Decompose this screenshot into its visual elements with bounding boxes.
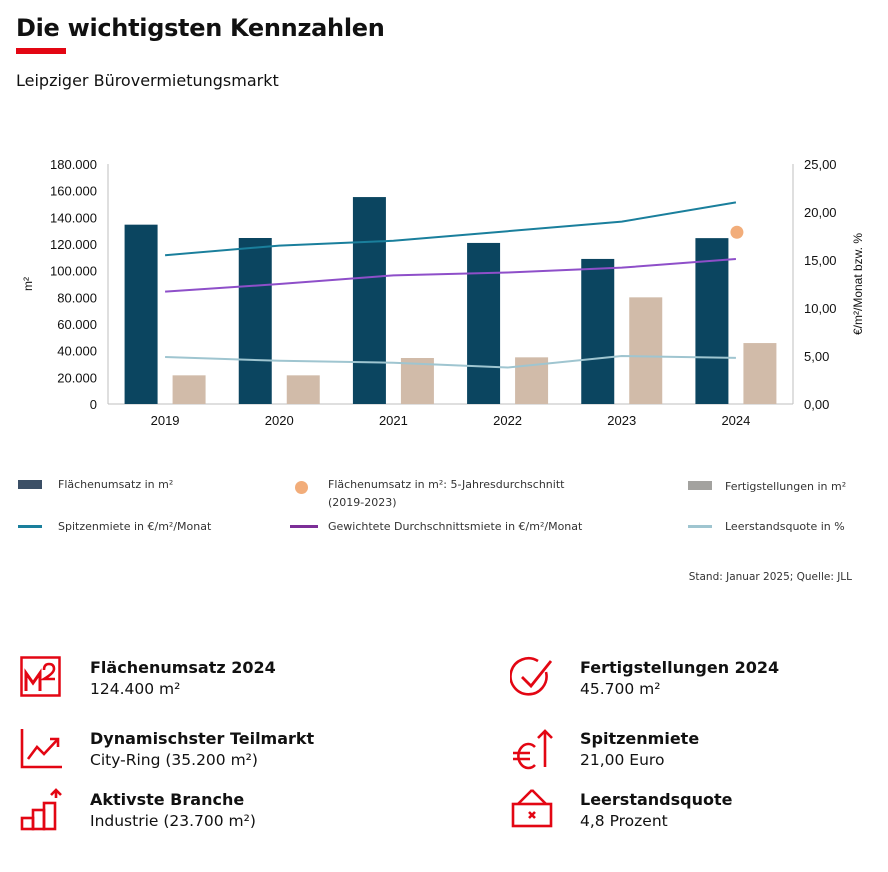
- kpi-title: Flächenumsatz 2024: [90, 658, 276, 677]
- legend-label-spitzenmiete: Spitzenmiete in €/m²/Monat: [58, 520, 212, 533]
- y-tick-label-left: 120.000: [50, 237, 97, 252]
- euro-up-icon: [513, 729, 553, 770]
- kpi-title: Dynamischster Teilmarkt: [90, 729, 315, 748]
- bar: [581, 258, 615, 404]
- kpi-title: Spitzenmiete: [580, 729, 700, 748]
- combo-chart: 0 20.000 40.000 60.000 80.000 100.000 120.000 1…: [21, 157, 865, 428]
- bar: [400, 358, 434, 404]
- legend-label-durchschnittsmiete: Gewichtete Durchschnittsmiete in €/m²/Mo…: [328, 520, 583, 533]
- y-tick-label-right: 15,00: [804, 253, 837, 268]
- bar: [238, 238, 272, 404]
- bar: [629, 297, 663, 404]
- y-tick-label-right: 20,00: [804, 205, 837, 220]
- bar: [286, 375, 320, 404]
- page-title: Die wichtigsten Kennzahlen: [16, 14, 385, 42]
- legend-label-flaechenumsatz: Flächenumsatz in m²: [58, 478, 174, 491]
- legend-label-durchschnitt-1: Flächenumsatz in m²: 5-Jahresdurchschnit…: [328, 478, 565, 491]
- y-tick-label-right: 10,00: [804, 301, 837, 316]
- bar: [352, 197, 386, 404]
- y-tick-label-left: 20.000: [57, 370, 97, 385]
- legend-line-durchschnittsmiete: [290, 525, 318, 528]
- bar: [124, 224, 158, 404]
- kpi-title: Aktivste Branche: [90, 790, 245, 809]
- x-tick-label: 2020: [265, 413, 294, 428]
- y-tick-label-left: 140.000: [50, 210, 97, 225]
- bar: [743, 343, 777, 404]
- series-line: [164, 201, 737, 257]
- x-tick-label: 2022: [493, 413, 522, 428]
- bar: [467, 242, 501, 404]
- bar: [172, 375, 206, 404]
- kpi-value: 124.400 m²: [90, 680, 181, 698]
- y-tick-label-left: 80.000: [57, 290, 97, 305]
- series-line: [165, 258, 736, 293]
- page-subtitle: Leipziger Bürovermietungsmarkt: [16, 71, 279, 90]
- kpi-title: Fertigstellungen 2024: [580, 658, 780, 677]
- bar: [695, 238, 729, 404]
- y-tick-label-left: 180.000: [50, 157, 97, 172]
- kpi-title: Leerstandsquote: [580, 790, 733, 809]
- kpi-value: 45.700 m²: [580, 680, 661, 698]
- series-line: [165, 354, 736, 369]
- square-meter-icon: [20, 656, 61, 697]
- legend-label-leerstand: Leerstandsquote in %: [725, 520, 845, 533]
- legend-swatch-fertigstellungen: [688, 481, 712, 490]
- trend-chart-icon: [20, 729, 62, 769]
- legend-label-fertigstellungen: Fertigstellungen in m²: [725, 480, 847, 493]
- vacancy-sign-icon: [511, 789, 553, 828]
- y-tick-label-left: 100.000: [50, 264, 97, 279]
- kpi-value: 21,00 Euro: [580, 751, 665, 769]
- x-tick-label: 2019: [151, 413, 180, 428]
- legend-label-durchschnitt-2: (2019-2023): [328, 496, 397, 509]
- kpi-value: City-Ring (35.200 m²): [90, 751, 258, 769]
- legend-swatch-flaechenumsatz: [18, 480, 42, 489]
- y-axis-label-left: m²: [21, 277, 35, 291]
- y-axis-label-right: €/m²/Monat bzw. %: [851, 233, 865, 335]
- title-accent-bar: [16, 48, 66, 54]
- checkmark-circle-icon: [510, 657, 553, 696]
- y-tick-label-left: 60.000: [57, 317, 97, 332]
- y-tick-label-right: 5,00: [804, 349, 829, 364]
- average-point: [730, 225, 744, 239]
- kpi-value: 4,8 Prozent: [580, 812, 668, 830]
- y-tick-label-left: 160.000: [50, 184, 97, 199]
- x-tick-label: 2021: [379, 413, 408, 428]
- x-tick-label: 2023: [607, 413, 636, 428]
- kpi-value: Industrie (23.700 m²): [90, 812, 256, 830]
- source-note: Stand: Januar 2025; Quelle: JLL: [688, 571, 852, 583]
- y-tick-label-right: 0,00: [804, 397, 829, 412]
- y-tick-label-left: 40.000: [57, 344, 97, 359]
- legend-line-leerstand: [688, 525, 712, 528]
- growth-bars-icon: [20, 788, 62, 831]
- y-tick-label-left: 0: [90, 397, 97, 412]
- legend-dot-durchschnitt: [295, 481, 308, 494]
- y-tick-label-right: 25,00: [804, 157, 837, 172]
- x-tick-label: 2024: [721, 413, 750, 428]
- legend-line-spitzenmiete: [18, 525, 42, 528]
